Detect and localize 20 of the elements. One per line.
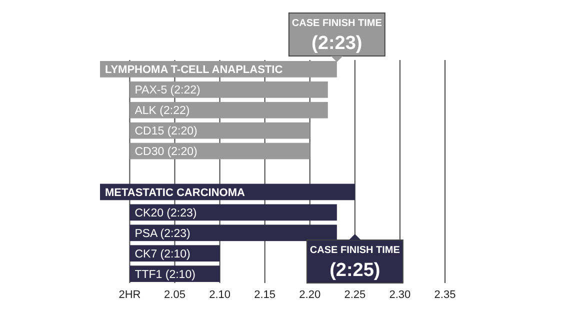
y-tick-label: PAX-5 (2:22) xyxy=(134,84,201,97)
annotation: CASE FINISH TIME (2:23) xyxy=(292,18,382,54)
x-tick-label: 2.10 xyxy=(209,289,231,301)
x-tick-label: 2.05 xyxy=(164,289,186,301)
y-tick-label: METASTATIC CARCINOMA xyxy=(105,186,245,199)
y-tick-label: ALK (2:22) xyxy=(134,105,190,118)
x-tick-label: 2.35 xyxy=(434,289,456,301)
x-tick-label: 2HR xyxy=(118,289,141,301)
annotation: CASE FINISH TIME (2:25) xyxy=(310,245,400,281)
x-tick-label: 2.20 xyxy=(299,289,321,301)
y-tick-label: CK20 (2:23) xyxy=(134,207,197,220)
x-tick-label: 2.15 xyxy=(254,289,276,301)
y-tick-label: CK7 (2:10) xyxy=(134,248,191,260)
y-tick-label: PSA (2:23) xyxy=(134,228,191,240)
y-tick-label: CD15 (2:20) xyxy=(134,126,198,138)
x-tick-label: 2.25 xyxy=(344,289,366,301)
y-tick-label: LYMPHOMA T-CELL ANAPLASTIC xyxy=(105,64,283,76)
y-tick-label: TTF1 (2:10) xyxy=(134,268,196,281)
y-tick-label: CD30 (2:20) xyxy=(134,146,198,158)
x-tick-label: 2.30 xyxy=(389,289,411,301)
